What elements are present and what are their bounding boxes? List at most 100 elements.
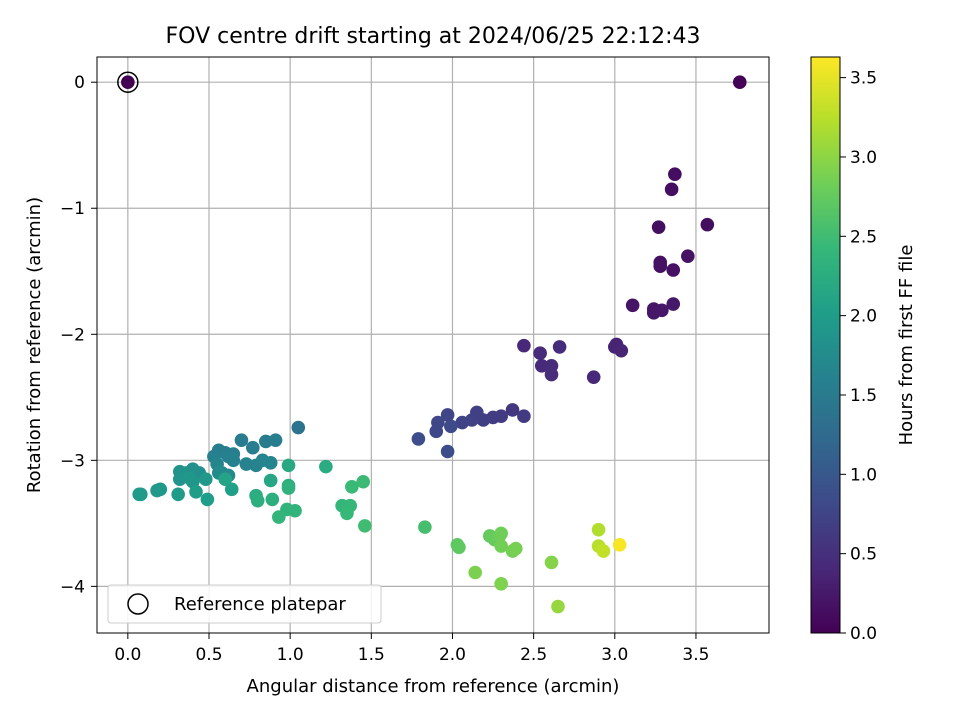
scatter-point xyxy=(150,483,164,498)
scatter-point xyxy=(358,519,372,533)
legend-label: Reference platepar xyxy=(174,594,346,615)
scatter-point xyxy=(198,472,213,487)
scatter-point xyxy=(668,167,682,182)
y-axis-ticks: 0 −1 −2 −3 −4 xyxy=(60,73,97,597)
reference-circle xyxy=(117,71,139,93)
x-tick-label: 0.5 xyxy=(195,645,222,665)
scatter-point xyxy=(544,555,559,570)
scatter-point xyxy=(132,487,147,502)
scatter-point xyxy=(171,487,185,502)
scatter-point xyxy=(533,346,547,360)
scatter-point xyxy=(494,577,508,591)
scatter-point xyxy=(700,217,715,232)
plot-frame xyxy=(96,56,770,634)
scatter-point xyxy=(345,479,359,494)
scatter-point xyxy=(508,541,523,556)
x-tick-label: 0.0 xyxy=(114,645,141,665)
x-tick-label: 1.5 xyxy=(358,645,385,665)
scatter-point xyxy=(356,474,371,489)
scatter-point xyxy=(517,409,531,424)
scatter-point xyxy=(651,220,666,234)
scatter-point xyxy=(681,249,695,263)
scatter-point xyxy=(468,565,483,580)
legend-marker xyxy=(127,593,149,615)
x-tick-label: 3.0 xyxy=(601,645,628,665)
scatter-point xyxy=(418,520,432,534)
y-tick-label: −3 xyxy=(60,451,85,471)
scatter-point xyxy=(288,503,302,518)
scatter-point xyxy=(612,537,627,552)
scatter-point xyxy=(121,75,135,90)
scatter-point xyxy=(494,539,508,553)
scatter-point xyxy=(234,433,249,447)
y-axis-label: Rotation from reference (arcmin) xyxy=(24,197,45,493)
scatter-point xyxy=(226,453,241,468)
y-tick-label: −4 xyxy=(60,577,85,597)
scatter-point xyxy=(534,358,549,373)
scatter-point xyxy=(281,481,296,495)
colorbar-tick-label: 1.0 xyxy=(850,465,877,485)
scatter-point xyxy=(281,458,296,473)
scatter-point xyxy=(653,259,668,274)
x-tick-label: 2.5 xyxy=(520,645,547,665)
scatter-point xyxy=(291,420,306,435)
scatter-point xyxy=(596,544,611,558)
scatter-point xyxy=(224,482,239,497)
scatter-point xyxy=(551,599,565,614)
x-tick-label: 3.5 xyxy=(682,645,709,665)
colorbar-tick-label: 0.0 xyxy=(850,624,877,644)
reference-marker xyxy=(117,71,139,93)
scatter-point xyxy=(440,408,455,422)
scatter-point xyxy=(429,424,444,439)
scatter-point xyxy=(666,263,681,277)
colorbar-tick-label: 0.5 xyxy=(850,545,877,565)
scatter-point xyxy=(319,459,333,474)
colorbar-tick-label: 3.0 xyxy=(850,148,877,168)
chart-title: FOV centre drift starting at 2024/06/25 … xyxy=(166,24,701,49)
scatter-point xyxy=(591,522,606,537)
scatter-point xyxy=(452,540,466,555)
scatter-point xyxy=(494,526,508,541)
x-axis-label: Angular distance from reference (arcmin) xyxy=(247,676,620,697)
scatter-point xyxy=(263,473,278,488)
colorbar-ticks: 0.0 0.5 1.0 1.5 2.0 2.5 3.0 3.5 xyxy=(840,69,877,644)
scatter-point xyxy=(411,432,426,446)
scatter-point xyxy=(340,506,354,521)
scatter-point xyxy=(250,493,265,508)
y-tick-label: −1 xyxy=(60,199,85,219)
scatter-point xyxy=(586,370,601,384)
colorbar-label: Hours from first FF file xyxy=(896,245,917,446)
scatter-point xyxy=(505,403,520,417)
colorbar-tick-label: 2.5 xyxy=(850,227,877,247)
y-tick-label: −2 xyxy=(60,325,85,345)
colorbar-tick-label: 1.5 xyxy=(850,386,877,406)
scatter-point xyxy=(517,338,531,353)
colorbar-tick-label: 2.0 xyxy=(850,307,877,327)
scatter-point xyxy=(655,303,669,318)
scatter-point xyxy=(246,440,260,455)
y-tick-label: 0 xyxy=(74,73,85,93)
scatter-point xyxy=(271,510,286,524)
x-tick-label: 2.0 xyxy=(439,645,466,665)
x-tick-label: 1.0 xyxy=(277,645,304,665)
colorbar-tick-label: 3.5 xyxy=(850,69,877,89)
scatter-point xyxy=(265,492,280,507)
scatter-points xyxy=(121,75,747,614)
scatter-point xyxy=(440,444,455,459)
scatter-point xyxy=(268,433,283,447)
scatter-point xyxy=(614,343,629,358)
scatter-point xyxy=(732,75,747,90)
scatter-point xyxy=(552,340,567,354)
scatter-point xyxy=(625,298,640,313)
scatter-point xyxy=(200,492,215,507)
legend-box xyxy=(107,584,382,624)
legend: Reference platepar xyxy=(107,584,382,624)
scatter-point xyxy=(544,367,559,382)
scatter-point xyxy=(444,419,458,434)
scatter-point xyxy=(455,415,470,430)
colorbar xyxy=(810,56,841,634)
grid-lines xyxy=(97,57,769,633)
scatter-point xyxy=(263,456,278,470)
scatter-point xyxy=(666,297,681,311)
